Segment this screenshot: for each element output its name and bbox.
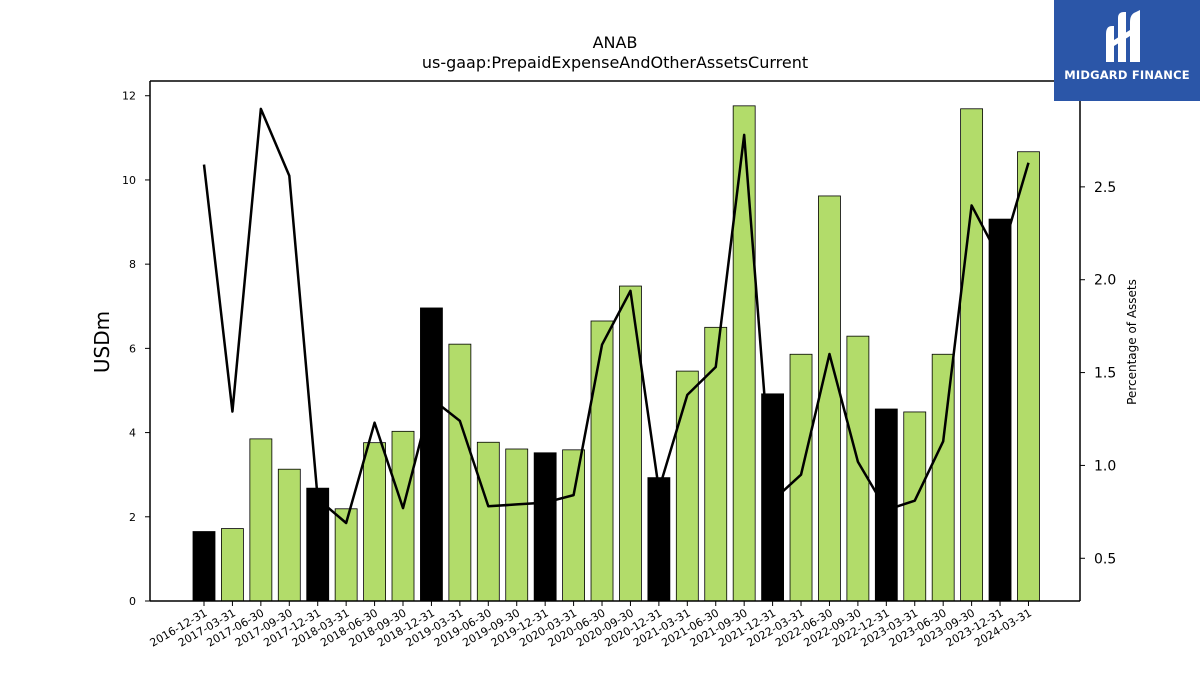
bar-2017-03-31 (221, 528, 244, 602)
y-axis-label: USDm (90, 311, 114, 373)
y2-tick-label: 2.5 (1094, 180, 1116, 196)
y-tick-label: 8 (129, 258, 136, 271)
bar-2021-09-30 (732, 105, 756, 602)
y2-tick-label: 0.5 (1094, 551, 1116, 567)
bar-2017-06-30 (249, 438, 273, 602)
y-tick-label: 2 (129, 511, 136, 524)
bar-2020-12-31 (647, 477, 671, 602)
y2-tick-label: 1.0 (1094, 458, 1116, 474)
midgard-logo-icon (1106, 10, 1140, 62)
bar-2018-09-30 (391, 430, 415, 602)
percentage-of-assets-line (202, 107, 1030, 525)
logo-text: MIDGARD FINANCE (1064, 68, 1190, 82)
y-tick-label: 4 (129, 427, 136, 440)
y2-tick-label: 1.5 (1094, 366, 1116, 382)
chart-title: ANAB (593, 33, 638, 52)
bar-2021-03-31 (675, 370, 699, 602)
bar-2019-03-31 (448, 343, 472, 602)
chart-subtitle: us-gaap:PrepaidExpenseAndOtherAssetsCurr… (422, 53, 808, 72)
bar-2020-03-31 (562, 449, 585, 602)
bar-2022-12-31 (874, 408, 898, 602)
y-tick-label: 12 (122, 90, 136, 103)
bar-2023-12-31 (988, 218, 1012, 602)
bar-2019-12-31 (533, 452, 557, 602)
bar-2023-06-30 (931, 353, 955, 602)
bar-2019-06-30 (476, 441, 500, 602)
y-tick-label: 0 (129, 595, 136, 608)
bar-2023-09-30 (960, 108, 984, 602)
y2-axis-label: Percentage of Assets (1125, 279, 1139, 405)
y-tick-label: 6 (129, 342, 136, 355)
bar-2024-03-31 (1017, 151, 1040, 602)
bar-2022-06-30 (818, 195, 841, 602)
bar-2020-06-30 (590, 320, 614, 602)
bar-2023-03-31 (903, 411, 927, 602)
bar-2018-12-31 (420, 307, 443, 602)
bar-2016-12-31 (192, 531, 216, 602)
bar-2022-09-30 (846, 335, 870, 602)
bar-2022-03-31 (789, 353, 813, 602)
bar-2018-06-30 (363, 442, 386, 602)
bar-2020-09-30 (619, 285, 642, 602)
bar-2017-09-30 (277, 468, 301, 602)
bar-2019-09-30 (505, 448, 529, 602)
y-tick-label: 10 (122, 174, 136, 187)
y2-tick-label: 2.0 (1094, 273, 1116, 289)
midgard-finance-logo: MIDGARD FINANCE (1054, 0, 1200, 101)
